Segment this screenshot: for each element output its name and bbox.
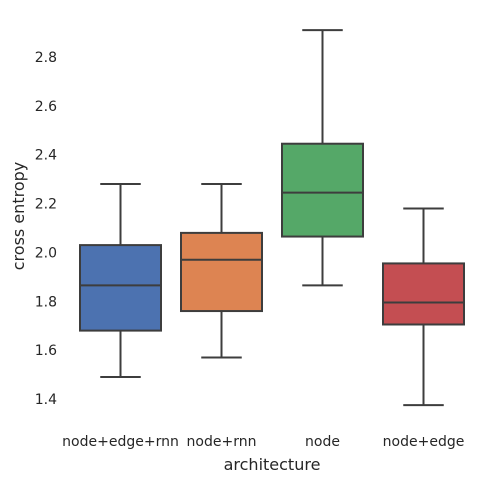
y-tick-label: 2.0 (35, 245, 57, 261)
iqr-box (79, 244, 162, 332)
x-tick-label: node+rnn (187, 434, 257, 450)
x-tick-label: node (305, 434, 340, 450)
box-group (281, 29, 364, 287)
iqr-box (180, 231, 263, 313)
x-axis-ticks: node+edge+rnn node+rnn node node+edge (62, 434, 464, 450)
y-tick-label: 1.8 (35, 294, 57, 310)
box-group (382, 207, 465, 407)
y-tick-label: 1.6 (35, 343, 57, 359)
iqr-box (382, 262, 465, 326)
x-tick-label: node+edge (383, 434, 465, 450)
box-plot-series (79, 29, 465, 407)
y-tick-label: 2.4 (35, 148, 57, 164)
y-tick-label: 2.8 (35, 50, 57, 66)
y-axis-label: cross entropy (9, 162, 28, 270)
y-tick-label: 1.4 (35, 392, 57, 408)
box-group (180, 183, 263, 359)
y-axis-ticks: 1.4 1.6 1.8 2.0 2.2 2.4 2.6 2.8 (35, 50, 57, 408)
iqr-box (281, 142, 364, 238)
x-axis-label: architecture (224, 455, 321, 474)
box-group (79, 183, 162, 379)
y-tick-label: 2.2 (35, 197, 57, 213)
y-tick-label: 2.6 (35, 99, 57, 115)
x-tick-label: node+edge+rnn (62, 434, 179, 450)
